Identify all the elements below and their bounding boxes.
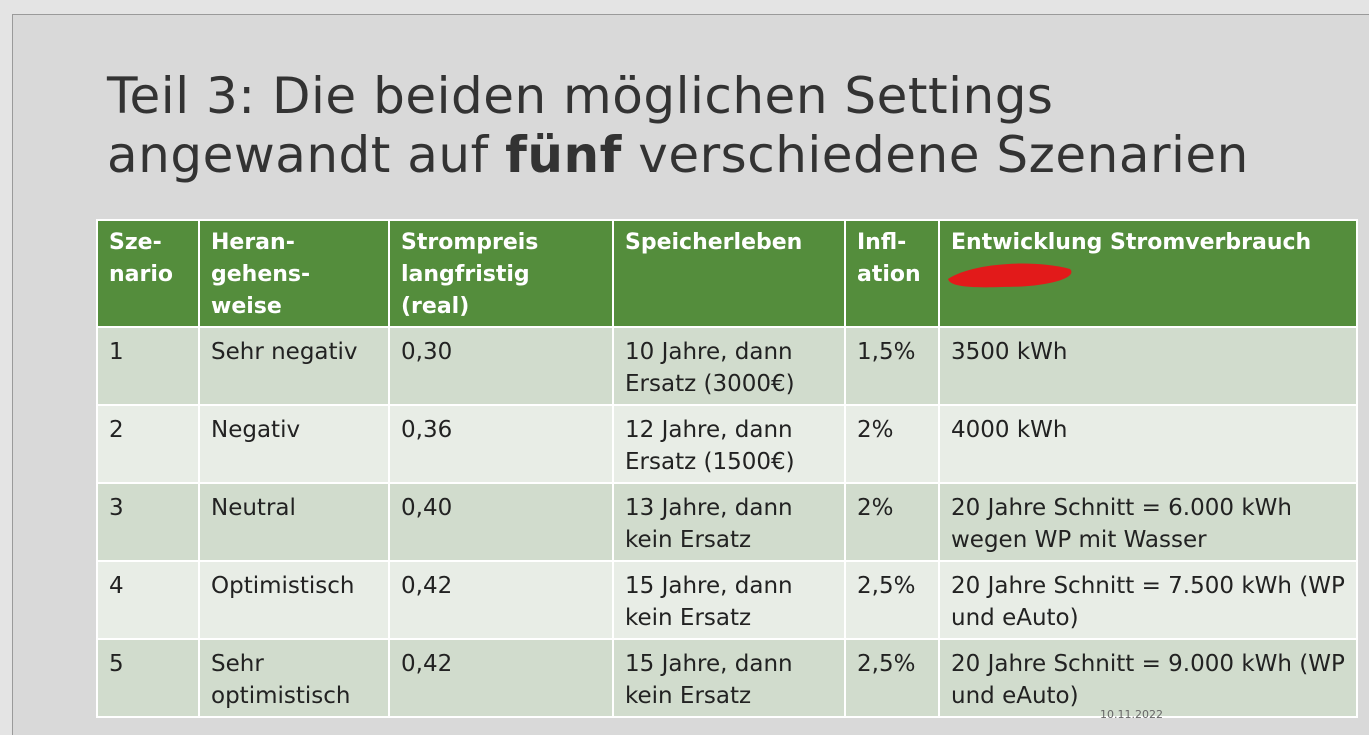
slide-date: 10.11.2022 (1100, 708, 1163, 721)
table-row: 1 Sehr negativ 0,30 10 Jahre, dann Ersatz (… (96, 326, 1358, 406)
table-cell: 0,42 (388, 638, 614, 718)
table-cell: 2,5% (844, 560, 940, 640)
header-line: Entwicklung Stromverbrauch (951, 230, 1312, 255)
table-cell: 5 (96, 638, 200, 718)
title-text: angewandt auf (107, 126, 489, 184)
header-line: nario (109, 262, 174, 287)
table-row: 2 Negativ 0,36 12 Jahre, dann Ersatz (1500€… (96, 404, 1358, 484)
title-line: Teil 3: Die beiden möglichen Settings (107, 67, 1054, 125)
table-cell: 20 Jahre Schnitt = 9.000 kWh (WP und eAu… (938, 638, 1358, 718)
header-line: gehens- (211, 262, 311, 287)
header-cell: Strompreis langfristig (real) (388, 219, 614, 328)
header-line: Sze- (109, 230, 162, 255)
table-cell: 4000 kWh (938, 404, 1358, 484)
table-cell: Neutral (198, 482, 390, 562)
slide-title: Teil 3: Die beiden möglichen Settings an… (107, 67, 1249, 185)
header-line: Infl- (857, 230, 907, 255)
table-cell: Sehr optimistisch (198, 638, 390, 718)
header-cell: Heran-gehens-weise (198, 219, 390, 328)
table-cell: 2% (844, 404, 940, 484)
table-cell: Optimistisch (198, 560, 390, 640)
table-cell: 10 Jahre, dann Ersatz (3000€) (612, 326, 846, 406)
table-row: 4 Optimistisch 0,42 15 Jahre, dann kein Ers… (96, 560, 1358, 640)
title-line: angewandt auf fünf verschiedene Szenarie… (107, 126, 1249, 185)
table-row: 3 Neutral 0,40 13 Jahre, dann kein Ersatz 2%… (96, 482, 1358, 562)
table-row: 5 Sehr optimistisch 0,42 15 Jahre, dann kei… (96, 638, 1358, 718)
header-line: Speicherleben (625, 230, 803, 255)
header-cell: Sze-nario (96, 219, 200, 328)
header-line: ation (857, 262, 921, 287)
table-cell: 0,40 (388, 482, 614, 562)
header-cell: Infl-ation (844, 219, 940, 328)
table-cell: Sehr negativ (198, 326, 390, 406)
table-cell: 4 (96, 560, 200, 640)
table-cell: 15 Jahre, dann kein Ersatz (612, 638, 846, 718)
header-line: (real) (401, 294, 470, 319)
header-line: Strompreis (401, 230, 539, 255)
table-cell: 0,36 (388, 404, 614, 484)
table-cell: 3500 kWh (938, 326, 1358, 406)
header-row: Sze-nario Heran-gehens-weise Strompreis lan… (96, 219, 1358, 328)
header-line: Heran- (211, 230, 295, 255)
table-cell: 20 Jahre Schnitt = 7.500 kWh (WP und eAu… (938, 560, 1358, 640)
table-cell: 3 (96, 482, 200, 562)
scenario-table: Sze-nario Heran-gehens-weise Strompreis lan… (96, 219, 1358, 718)
slide: Teil 3: Die beiden möglichen Settings an… (12, 14, 1369, 735)
table-cell: 12 Jahre, dann Ersatz (1500€) (612, 404, 846, 484)
table-cell: 1,5% (844, 326, 940, 406)
table-cell: 0,42 (388, 560, 614, 640)
header-cell: Entwicklung Stromverbrauch (938, 219, 1358, 328)
table-cell: 15 Jahre, dann kein Ersatz (612, 560, 846, 640)
scribble-shape (948, 263, 1072, 288)
title-emphasis: fünf (505, 126, 622, 184)
table-cell: 2% (844, 482, 940, 562)
table-cell: 20 Jahre Schnitt = 6.000 kWh wegen WP mi… (938, 482, 1358, 562)
header-line: weise (211, 294, 282, 319)
table-cell: 2 (96, 404, 200, 484)
red-scribble (948, 263, 1072, 288)
table-cell: 2,5% (844, 638, 940, 718)
table-cell: 1 (96, 326, 200, 406)
title-text: verschiedene Szenarien (638, 126, 1249, 184)
table-cell: 13 Jahre, dann kein Ersatz (612, 482, 846, 562)
table-cell: 0,30 (388, 326, 614, 406)
table-cell: Negativ (198, 404, 390, 484)
header-line: langfristig (401, 262, 530, 287)
header-cell: Speicherleben (612, 219, 846, 328)
